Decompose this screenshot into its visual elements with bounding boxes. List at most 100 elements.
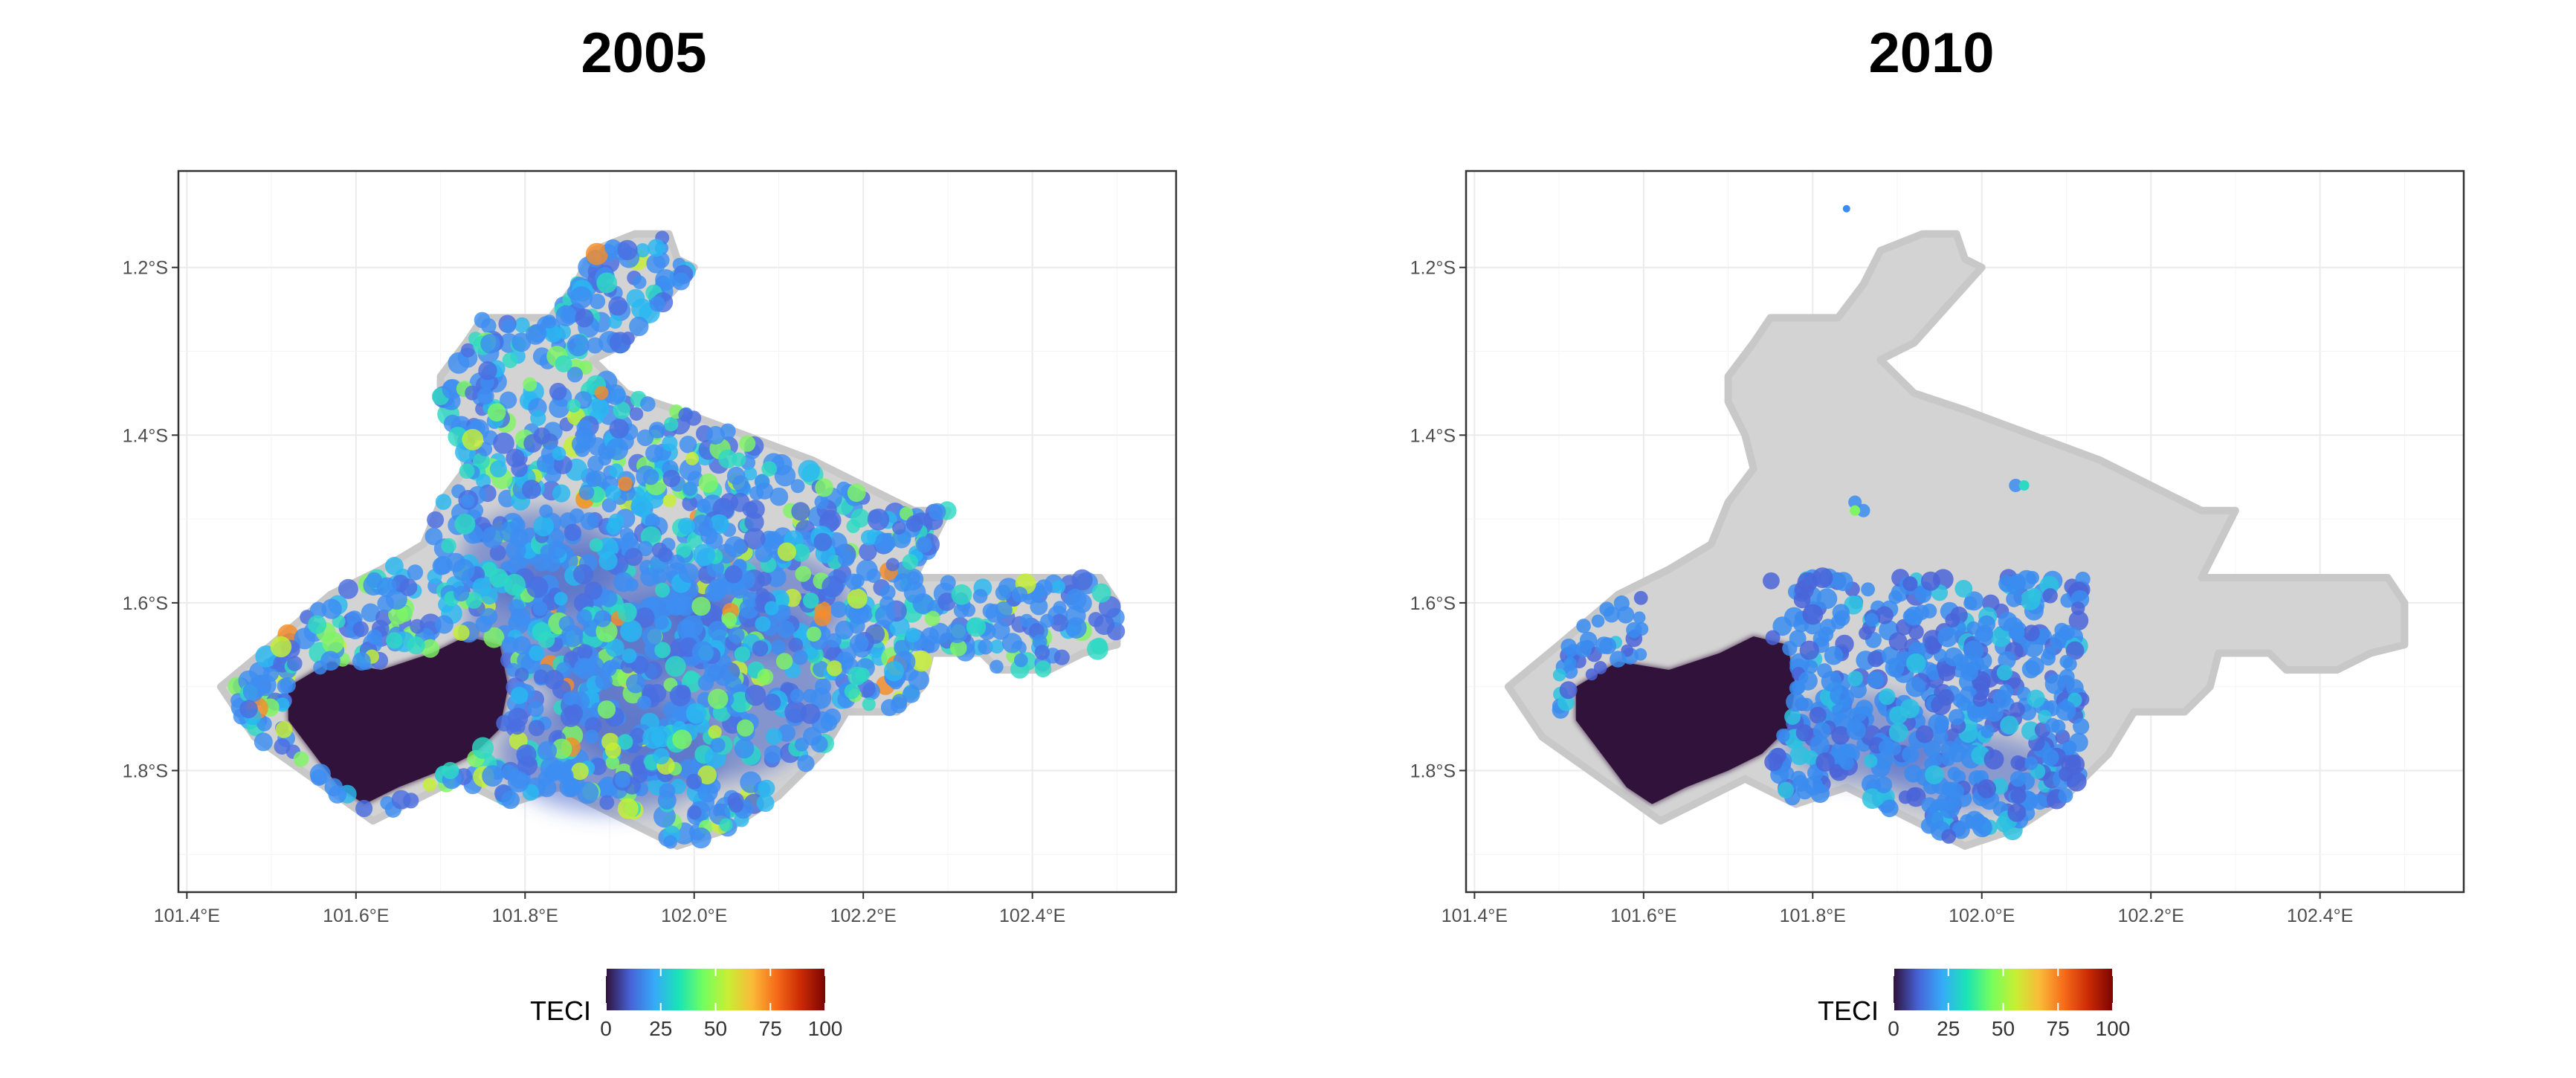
teci-point [1848,495,1862,509]
y-tick-label: 1.2°S [123,258,168,279]
teci-point [598,551,618,571]
teci-point [1094,614,1115,636]
teci-point [540,757,563,779]
x-tick-label: 101.4°E [154,906,220,926]
teci-point [793,650,808,665]
teci-point [635,243,651,258]
teci-point [452,558,475,581]
panel-title: 2005 [581,22,707,85]
teci-point [1846,720,1867,740]
teci-point [1850,505,1861,516]
teci-point [691,514,713,536]
teci-point [596,272,618,294]
teci-point [386,632,403,649]
teci-point [1050,613,1068,632]
teci-point [892,520,906,535]
teci-point [1599,637,1617,655]
teci-point [1998,684,2014,699]
teci-point [745,685,766,706]
teci-point [509,598,525,616]
teci-point [489,460,507,478]
teci-point [2050,633,2067,650]
teci-point [622,648,637,664]
teci-point [814,494,829,509]
teci-point [1937,664,1956,682]
teci-point [813,609,831,627]
teci-point [2025,571,2039,585]
teci-point [1878,739,1894,756]
teci-point [706,426,725,445]
teci-point [1575,640,1592,658]
x-axis: 101.4°E 101.6°E 101.8°E 102.0°E 102.2°E 102.4… [154,892,1065,926]
teci-point [1813,722,1831,740]
teci-point [1563,656,1577,670]
teci-point [442,761,459,780]
teci-point [813,532,833,552]
teci-point [778,724,795,742]
teci-point [951,584,972,605]
teci-point [685,703,707,724]
teci-point [605,755,620,769]
teci-point [1904,606,1924,626]
teci-point [1902,746,1920,764]
teci-point [256,716,272,732]
teci-point [510,686,529,705]
teci-point [734,738,755,759]
teci-point [1847,671,1863,686]
teci-point [566,334,590,357]
teci-point [982,603,998,619]
teci-point [480,334,500,354]
teci-point [385,557,404,575]
colorbar-tick-label: 0 [1888,1017,1899,1040]
teci-point [571,435,590,454]
teci-point [672,729,692,749]
teci-point [1941,829,1957,844]
teci-point [2023,624,2040,642]
teci-point [669,554,685,571]
teci-point [755,616,771,632]
teci-point [609,419,630,439]
teci-point [908,669,929,691]
teci-point [894,639,910,656]
plot-border [177,170,1178,894]
teci-point [764,694,781,711]
teci-point [453,585,470,601]
teci-point [508,770,529,793]
teci-point [521,480,541,500]
teci-point [544,324,562,343]
y-tick-label: 1.8°S [123,761,168,781]
teci-point [294,627,316,650]
teci-point [698,473,718,493]
teci-point [517,755,538,776]
teci-point [2000,715,2019,735]
map-layer [1504,204,2409,850]
teci-point [1610,651,1627,668]
teci-point [691,641,714,663]
teci-core-zone [1575,636,1796,804]
teci-point [1065,617,1087,639]
teci-point [585,471,602,488]
teci-point [532,601,548,616]
teci-point [847,588,868,609]
teci-point [1926,639,1941,654]
teci-point [1034,645,1050,660]
x-tick-label: 101.6°E [323,906,389,926]
teci-point [320,651,340,671]
teci-point [797,755,815,772]
teci-point [646,254,666,274]
teci-point [528,720,545,737]
teci-point [560,308,576,324]
teci-point [576,419,593,436]
teci-point [388,604,408,625]
teci-point [557,767,574,784]
teci-point [765,728,783,745]
teci-point [724,565,743,584]
teci-point [501,790,520,810]
teci-point [493,432,514,454]
teci-point [645,444,664,462]
teci-point [552,738,572,759]
teci-point [697,765,717,785]
teci-point [742,591,760,608]
teci-point [352,652,371,671]
teci-point [1776,729,1790,743]
